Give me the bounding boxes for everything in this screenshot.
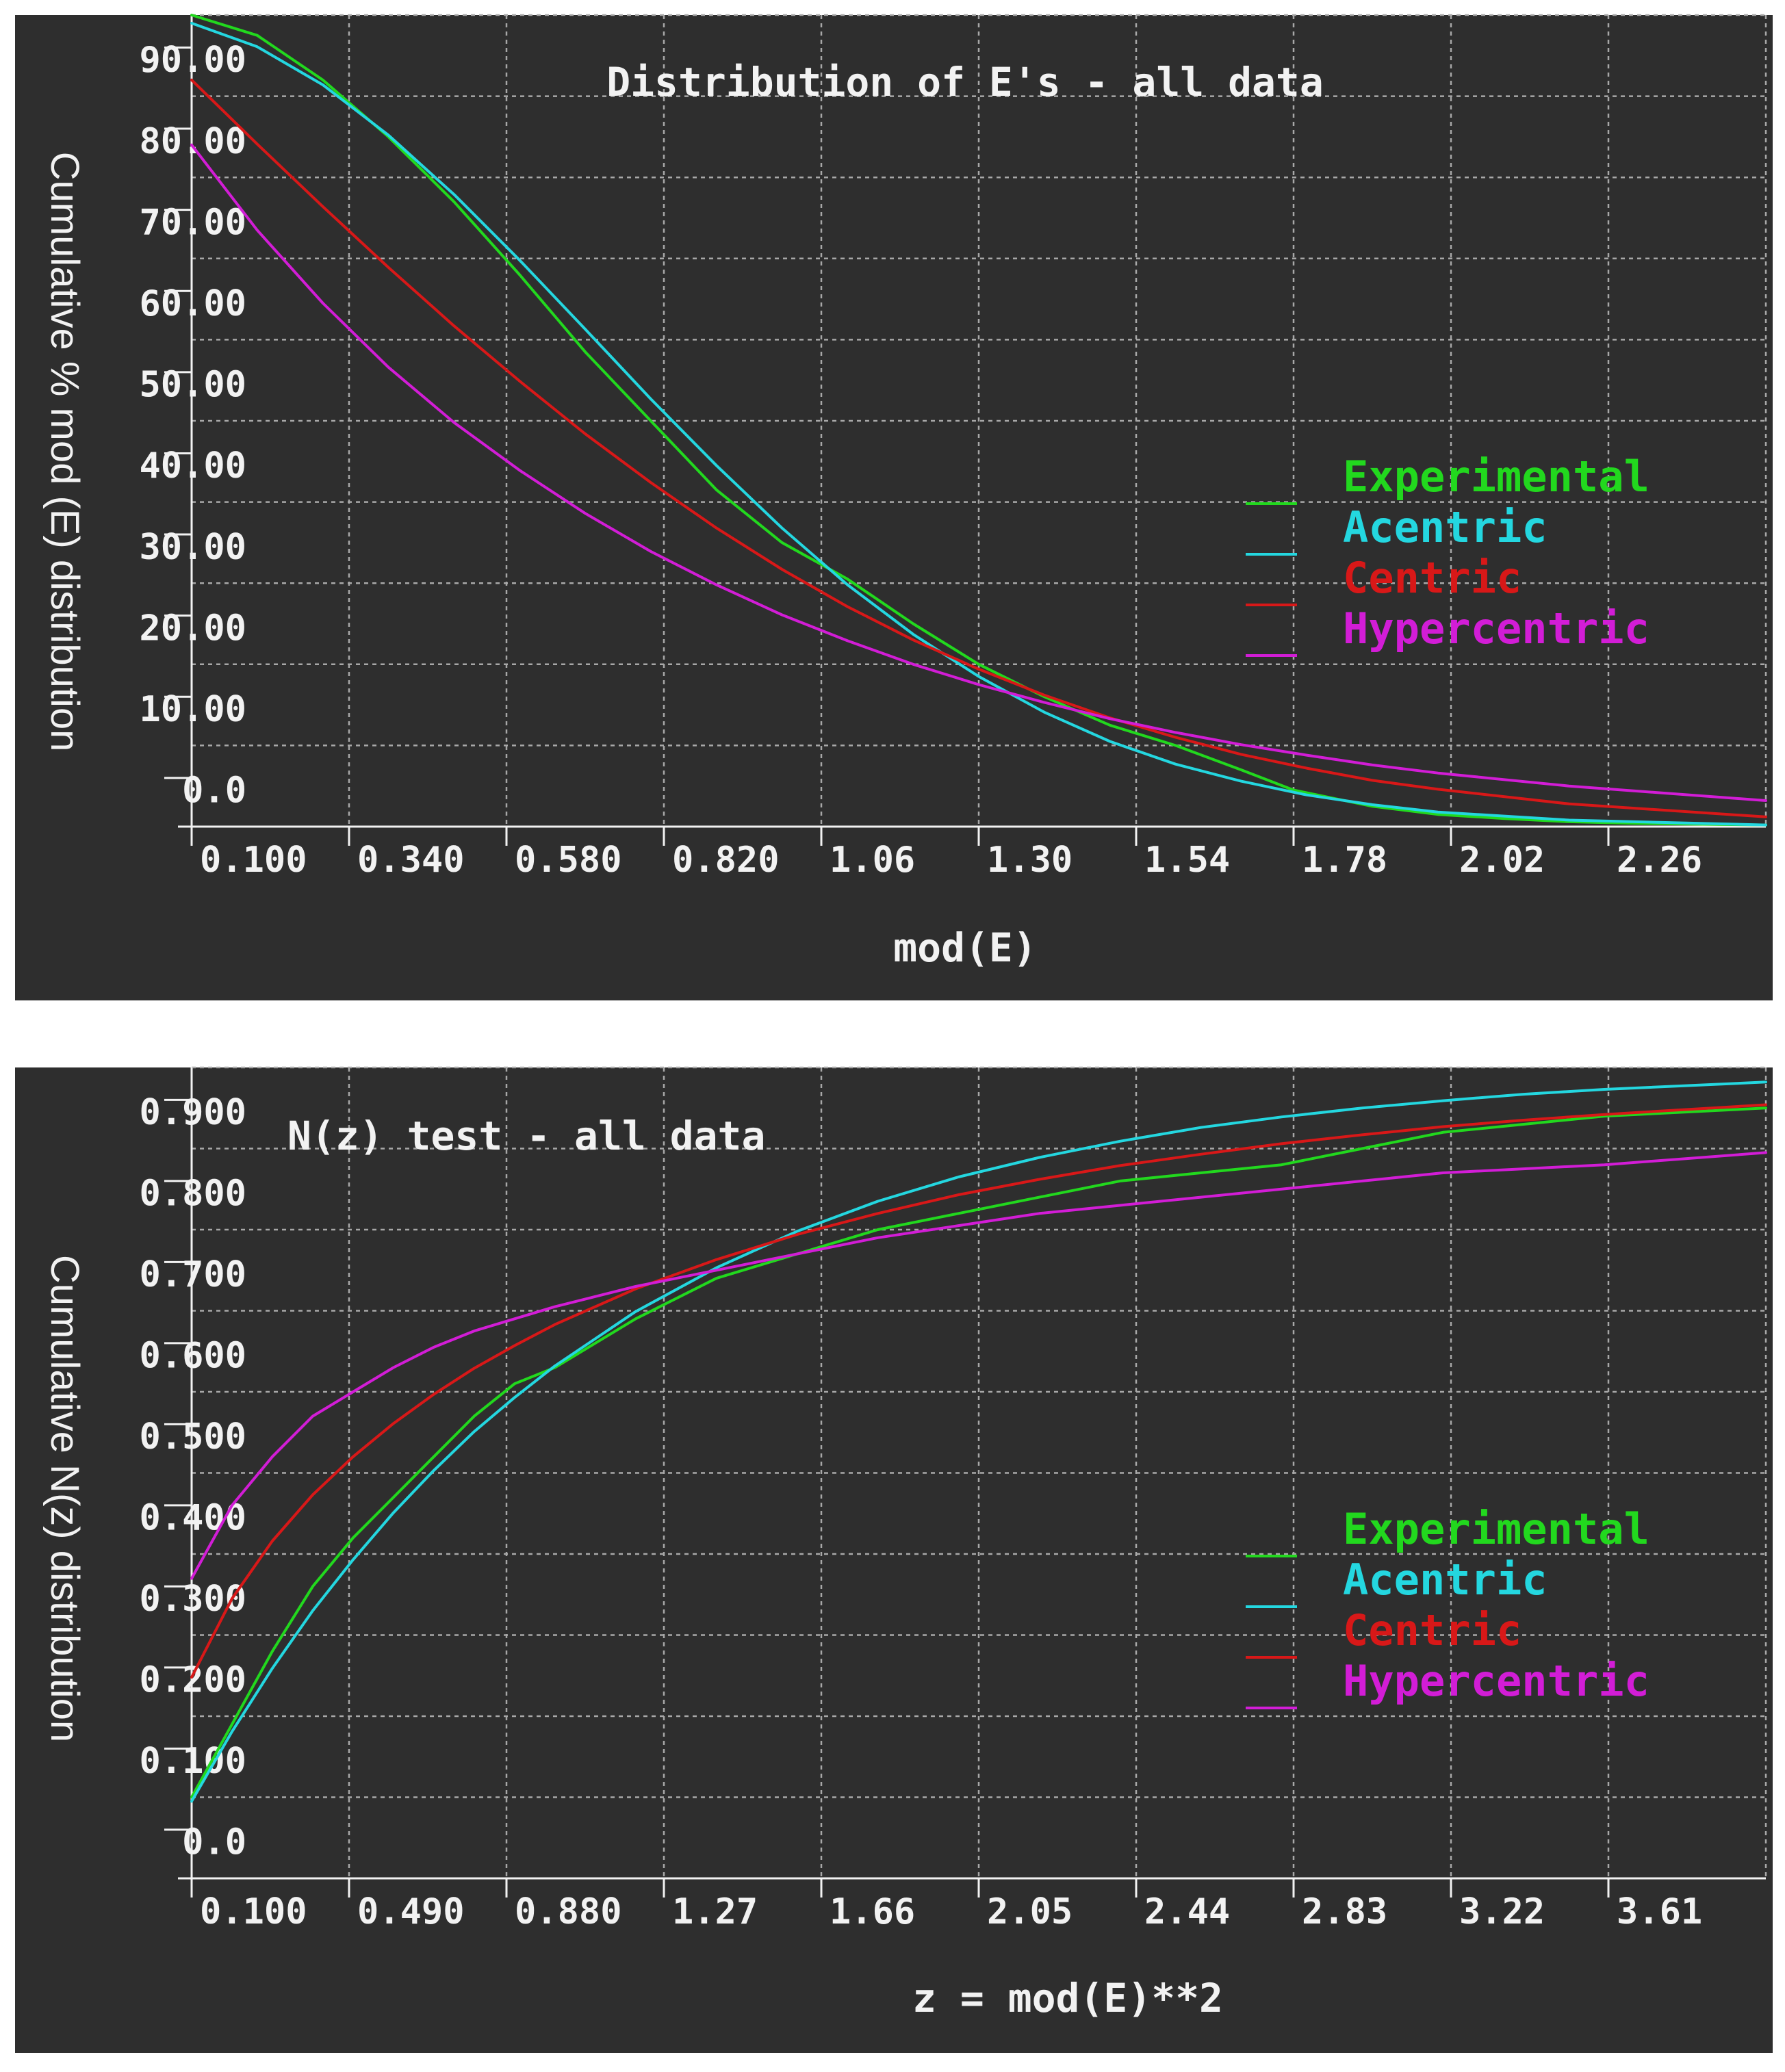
x-tick-label: 1.27 (672, 1891, 758, 1932)
y-tick-label: 0.0 (182, 770, 246, 812)
x-tick-label: 2.44 (1144, 1891, 1230, 1932)
x-tick-label: 1.54 (1144, 840, 1230, 881)
legend-entry-experimental: Experimental (1343, 452, 1649, 502)
legend-entry-hypercentric: Hypercentric (1343, 1656, 1649, 1706)
legend-entry-hypercentric: Hypercentric (1343, 604, 1649, 653)
legend-entry-centric: Centric (1343, 1605, 1521, 1655)
x-tick-label: 2.26 (1617, 840, 1702, 881)
legend-entry-acentric: Acentric (1343, 1555, 1548, 1605)
y-tick-label: 10.00 (139, 689, 246, 730)
y-tick-label: 0.900 (139, 1092, 246, 1133)
y-tick-label: 50.00 (139, 365, 246, 406)
x-axis-label: z = mod(E)**2 (912, 1975, 1223, 2021)
y-axis-label: Cumulative N(z) distribution (42, 1255, 87, 1742)
x-tick-label: 2.05 (987, 1891, 1073, 1932)
y-tick-label: 40.00 (139, 445, 246, 487)
x-tick-label: 1.30 (987, 840, 1073, 881)
y-tick-label: 60.00 (139, 283, 246, 324)
x-tick-label: 3.61 (1617, 1891, 1702, 1932)
chart-title: Distribution of E's - all data (606, 59, 1324, 105)
y-tick-label: 0.100 (139, 1741, 246, 1782)
x-tick-label: 0.880 (515, 1891, 622, 1932)
y-axis-label: Cumulative % mod (E) distribution (42, 152, 87, 752)
y-tick-label: 0.0 (182, 1822, 246, 1863)
legend-entry-experimental: Experimental (1343, 1504, 1649, 1554)
x-tick-label: 0.100 (200, 840, 307, 881)
x-tick-label: 2.02 (1459, 840, 1545, 881)
series-line-experimental (190, 14, 1767, 827)
legend-entry-acentric: Acentric (1343, 502, 1548, 552)
series-line-hypercentric (190, 143, 1767, 802)
chart-title: N(z) test - all data (287, 1113, 765, 1159)
x-tick-label: 0.490 (357, 1891, 465, 1932)
y-tick-label: 0.600 (139, 1336, 246, 1377)
series-line-hypercentric (190, 1151, 1767, 1580)
x-tick-label: 0.820 (672, 840, 780, 881)
chart-2: 0.100 0.490 0.880 1.27 1.66 2.05 2.44 2.83 3.22 3… (15, 1066, 1773, 2053)
y-tick-label: 0.200 (139, 1660, 246, 1701)
x-tick-label: 3.22 (1459, 1891, 1545, 1932)
y-tick-label: 90.00 (139, 40, 246, 81)
x-tick-label: 0.580 (515, 840, 622, 881)
chart-background (15, 15, 1773, 1000)
y-tick-label: 20.00 (139, 608, 246, 649)
x-tick-label: 1.78 (1302, 840, 1387, 881)
y-tick-label: 70.00 (139, 202, 246, 243)
series-line-acentric (190, 1080, 1767, 1803)
y-tick-label: 0.500 (139, 1416, 246, 1458)
y-tick-label: 0.400 (139, 1498, 246, 1539)
x-axis-label: mod(E) (893, 924, 1037, 971)
chart-background (15, 1067, 1773, 2053)
series-line-centric (190, 1103, 1767, 1679)
y-tick-label: 0.300 (139, 1579, 246, 1620)
series-line-experimental (190, 1106, 1767, 1799)
y-tick-label: 80.00 (139, 121, 246, 162)
x-tick-label: 0.100 (200, 1891, 307, 1932)
chart-1: 0.100 0.340 0.580 0.820 1.06 1.30 1.54 1.78 2.02… (15, 14, 1773, 1000)
series-line-centric (190, 78, 1767, 818)
x-tick-label: 2.83 (1302, 1891, 1387, 1932)
y-tick-label: 0.800 (139, 1174, 246, 1215)
legend-entry-centric: Centric (1343, 553, 1521, 603)
y-tick-label: 0.700 (139, 1254, 246, 1295)
x-tick-label: 1.06 (830, 840, 915, 881)
series-line-acentric (190, 21, 1767, 827)
x-tick-label: 0.340 (357, 840, 465, 881)
x-tick-label: 1.66 (830, 1891, 915, 1932)
y-tick-label: 30.00 (139, 527, 246, 568)
